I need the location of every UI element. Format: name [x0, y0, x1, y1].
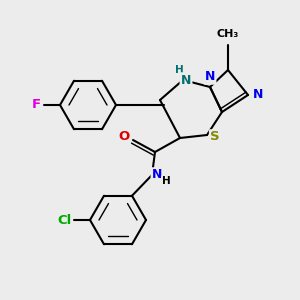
Text: N: N [152, 169, 162, 182]
Text: N: N [181, 74, 191, 86]
Text: Cl: Cl [57, 214, 71, 226]
Text: N: N [253, 88, 263, 101]
Text: H: H [175, 65, 183, 75]
Text: H: H [162, 176, 170, 186]
Text: CH₃: CH₃ [217, 29, 239, 39]
Text: O: O [118, 130, 130, 143]
Text: F: F [32, 98, 40, 112]
Text: S: S [210, 130, 220, 143]
Text: N: N [205, 70, 215, 83]
